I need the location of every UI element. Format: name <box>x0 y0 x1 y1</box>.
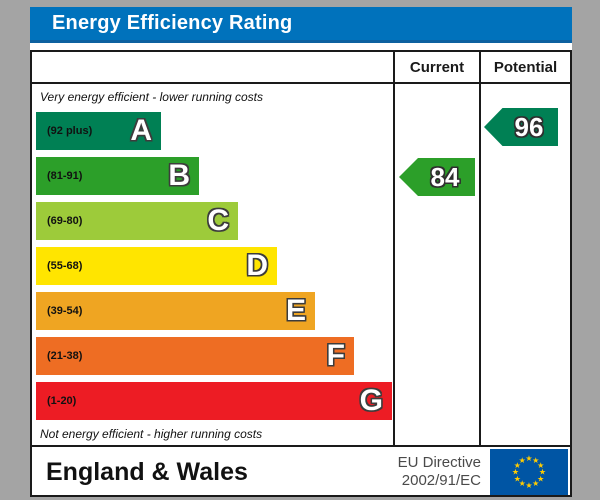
band-d-range: (55-68) <box>47 259 83 272</box>
band-d-letter: D <box>246 248 268 282</box>
title-bar: Energy Efficiency Rating <box>30 7 572 43</box>
bands-column: Very energy efficient - lower running co… <box>32 84 395 445</box>
band-row: (1-20) G <box>32 378 393 423</box>
chart-panel: Energy Efficiency Rating Current Potenti… <box>30 7 572 497</box>
footer: England & Wales EU Directive 2002/91/EC … <box>32 445 570 497</box>
band-d: (55-68) D <box>36 246 277 285</box>
band-e-range: (39-54) <box>47 304 83 317</box>
band-a: (92 plus) A <box>36 111 161 150</box>
band-b-range: (81-91) <box>47 169 83 182</box>
band-g-letter: G <box>359 383 383 417</box>
band-c-range: (69-80) <box>47 214 83 227</box>
current-rating-value: 84 <box>430 162 460 192</box>
svg-text:★: ★ <box>537 461 544 470</box>
eu-flag-icon: ★ ★ ★ ★ ★ ★ ★ ★ ★ ★ ★ ★ <box>490 449 568 495</box>
band-b: (81-91) B <box>36 156 199 195</box>
column-header-current: Current <box>395 52 481 84</box>
svg-text:★: ★ <box>525 481 532 490</box>
caption-top: Very energy efficient - lower running co… <box>40 90 263 104</box>
band-c: (69-80) C <box>36 201 238 240</box>
band-f: (21-38) F <box>36 336 354 375</box>
band-row: (55-68) D <box>32 243 393 288</box>
band-f-range: (21-38) <box>47 349 83 362</box>
rating-table: Current Potential Very energy efficient … <box>30 50 572 497</box>
band-g-range: (1-20) <box>47 394 77 407</box>
band-row: (21-38) F <box>32 333 393 378</box>
svg-text:★: ★ <box>532 479 539 488</box>
svg-text:★: ★ <box>519 479 526 488</box>
svg-text:★: ★ <box>514 461 521 470</box>
svg-text:★: ★ <box>514 474 521 483</box>
column-header-potential: Potential <box>481 52 570 84</box>
band-row: (81-91) B <box>32 153 393 198</box>
eu-directive-line1: EU Directive <box>397 454 481 471</box>
eu-directive-line2: 2002/91/EC <box>401 472 481 489</box>
eu-directive-label: EU Directive 2002/91/EC <box>398 454 481 490</box>
svg-text:★: ★ <box>512 468 519 477</box>
current-column: 84 <box>395 84 481 445</box>
svg-text:★: ★ <box>519 456 526 465</box>
band-row: (39-54) E <box>32 288 393 333</box>
header-spacer-cell <box>32 52 395 84</box>
band-row: (92 plus) A <box>32 108 393 153</box>
svg-text:★: ★ <box>525 454 532 463</box>
region-label: England & Wales <box>46 457 248 486</box>
svg-text:★: ★ <box>532 456 539 465</box>
current-rating-arrow: 84 <box>399 158 475 196</box>
potential-rating-value: 96 <box>514 112 544 142</box>
svg-text:★: ★ <box>537 474 544 483</box>
band-c-letter: C <box>207 203 229 237</box>
band-b-letter: B <box>168 158 190 192</box>
band-e-letter: E <box>285 293 306 327</box>
caption-bottom: Not energy efficient - higher running co… <box>40 427 263 441</box>
band-f-letter: F <box>326 338 345 372</box>
band-a-letter: A <box>130 113 152 147</box>
band-row: (69-80) C <box>32 198 393 243</box>
band-g: (1-20) G <box>36 381 392 420</box>
page-title: Energy Efficiency Rating <box>52 12 293 34</box>
potential-rating-arrow: 96 <box>484 108 558 146</box>
band-e: (39-54) E <box>36 291 315 330</box>
potential-column: 96 <box>481 84 570 445</box>
band-a-range: (92 plus) <box>47 124 93 137</box>
svg-text:★: ★ <box>539 468 546 477</box>
